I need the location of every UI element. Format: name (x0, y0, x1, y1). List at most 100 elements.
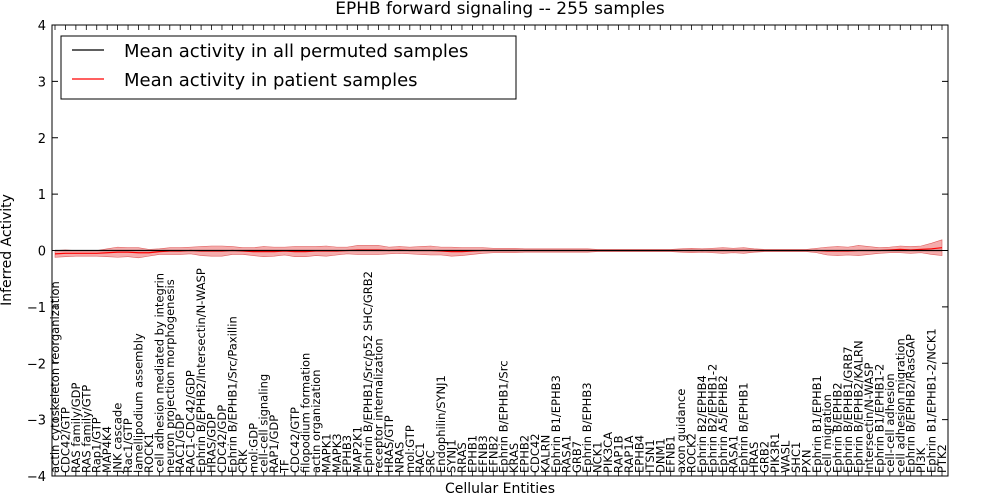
entity-label: Ephrin B1/EPHB3 (549, 375, 563, 473)
entity-label: HRAS (747, 442, 761, 473)
entity-label: EFNB2 (486, 435, 500, 473)
entity-label: cell adhesion migration (893, 338, 907, 473)
y-tick-label: 4 (38, 19, 46, 34)
legend-label-patient: Mean activity in patient samples (124, 70, 418, 91)
entity-label: CRK (236, 449, 250, 473)
entity-label: receptor internalization (371, 338, 385, 473)
entity-label: axon guidance (674, 389, 688, 473)
y-tick-label: 1 (38, 188, 46, 203)
entity-label: PI3K (914, 447, 928, 473)
entity-label: RAC1/GDP (173, 414, 187, 473)
entity-label: actin organization (309, 369, 323, 473)
entity-label: CDC42/GTP (58, 407, 72, 473)
entity-label: Ephrin B/EPHB1/Src/p52 SHC/GRB2 (361, 271, 375, 473)
entity-label: Rap1/GTP (90, 417, 104, 473)
entity-label: RASA1 (559, 435, 573, 473)
entity-label: KALRN (538, 435, 552, 473)
entity-label: Rac1/GTP (121, 418, 135, 473)
entity-label: MAPK1 (319, 433, 333, 473)
entity-label: RAC1-CDC42/GDP (184, 370, 198, 473)
y-tick-label: 0 (38, 245, 46, 260)
entity-label: WASL (778, 440, 792, 473)
chart-title: EPHB forward signaling -- 255 samples (335, 0, 665, 19)
entity-label: EPHB2 (518, 435, 532, 473)
entity-label: ITSN1 (643, 439, 657, 473)
entity-label: Ephrin B/EPHB1/Src (497, 360, 511, 473)
entity-label: SHC1 (789, 442, 803, 473)
y-tick-label: −2 (27, 357, 46, 372)
legend-box (60, 35, 517, 100)
entity-label: EFNB1 (664, 435, 678, 473)
entity-label: filopodium formation (298, 353, 312, 473)
entity-label: CDC42 (528, 433, 542, 473)
entity-label: Ephrin B1/EPHB1 (810, 375, 824, 473)
entity-label: SYNJ1 (445, 439, 459, 473)
entity-label: HRAS/GDP (205, 413, 219, 473)
entity-label: Ephrin B/EPHB1/Src/Paxillin (225, 316, 239, 473)
entity-label: ROCK2 (685, 433, 699, 473)
entity-label: DNM1 (653, 438, 667, 473)
entity-label: Ephrin B/EPHB2/KALRN (852, 340, 866, 473)
y-axis-label: Inferred Activity (0, 194, 15, 306)
entity-label: CDC42/GTP (288, 407, 302, 473)
entity-label: Ephrin B/EPHB1/GRB7 (841, 346, 855, 473)
entity-label: Intersectin/N-WASP (862, 363, 876, 473)
entity-label: neuron projection morphogenesis (163, 279, 177, 473)
entity-label: EPHB1 (465, 435, 479, 473)
entity-label: cell adhesion mediated by integrin (152, 273, 166, 473)
y-tick-label: 2 (38, 132, 46, 147)
entity-label: HRAS/GTP (382, 415, 396, 473)
entity-label: GRB7 (570, 441, 584, 473)
entity-label: mol:GTP (403, 425, 417, 473)
entity-label: MAPK3 (330, 433, 344, 473)
entity-label: RAP1/GDP (267, 415, 281, 473)
x-axis-label: Cellular Entities (445, 481, 555, 497)
patient-std-band (54, 239, 943, 259)
entity-label: EPHB4 (632, 435, 646, 473)
entity-label: cell-cell signaling (257, 374, 271, 473)
entity-label: ROCK1 (142, 433, 156, 473)
entity-label: CDC42/GDP (215, 405, 229, 473)
entity-label: MAP2K1 (351, 426, 365, 473)
entity-label: Ephrin B1/EPHB1-2/NCK1 (925, 328, 939, 473)
entity-label: NRAS (392, 442, 406, 473)
entity-label: RAP1B (612, 435, 626, 473)
entity-label: RRAS (455, 442, 469, 473)
entity-label: Ephrin B/EPHB2 (831, 382, 845, 473)
entity-label: TF (278, 459, 292, 474)
entity-label: KRAS (507, 443, 521, 473)
entity-label: Ephrin B2/EPHB4 (695, 375, 709, 473)
entity-label: cell migration (820, 394, 834, 473)
entity-label: Ephrin B/EPHB3 (580, 382, 594, 473)
entity-label: PIK3R1 (768, 433, 782, 474)
entity-label: PTK2 (935, 444, 949, 473)
y-tick-label: −4 (27, 470, 46, 485)
y-tick-label: 3 (38, 75, 46, 90)
legend: Mean activity in all permuted samples Me… (60, 35, 517, 100)
legend-label-permuted: Mean activity in all permuted samples (124, 41, 468, 62)
entity-label: JNK cascade (111, 403, 125, 474)
entity-label: RAP1A (622, 435, 636, 473)
y-tick-label: −1 (27, 301, 46, 316)
entity-label: actin cytoskeleton reorganization (48, 281, 62, 473)
entity-label: lamellipodium assembly (131, 333, 145, 473)
y-tick-label: −3 (27, 414, 46, 429)
entity-label: RAC1 (413, 442, 427, 473)
entity-label: Ephrin A5/EPHB2 (716, 375, 730, 473)
entity-label: PIK3CA (601, 432, 615, 473)
entity-label: GRB2 (758, 441, 772, 473)
entity-label: Endophilin/SYNJ1 (434, 375, 448, 473)
entity-label: RAS family/GTP (79, 385, 93, 473)
entity-label: RASA1 (726, 435, 740, 473)
entity-label: mol:GDP (246, 423, 260, 473)
entity-label: PXN (799, 450, 813, 473)
entity-label: Ephrin B1/EPHB1-2 (872, 364, 886, 473)
entity-label: EPHB3 (340, 435, 354, 473)
entity-label: Ephrin B/EPHB2/Intersectin/N-WASP (194, 268, 208, 473)
entity-label: NCK1 (591, 442, 605, 474)
entity-label: EFNB3 (476, 435, 490, 473)
entity-label: cell-cell adhesion (883, 373, 897, 473)
entity-label: Ephrin B2/EPHB1-2 (705, 364, 719, 473)
